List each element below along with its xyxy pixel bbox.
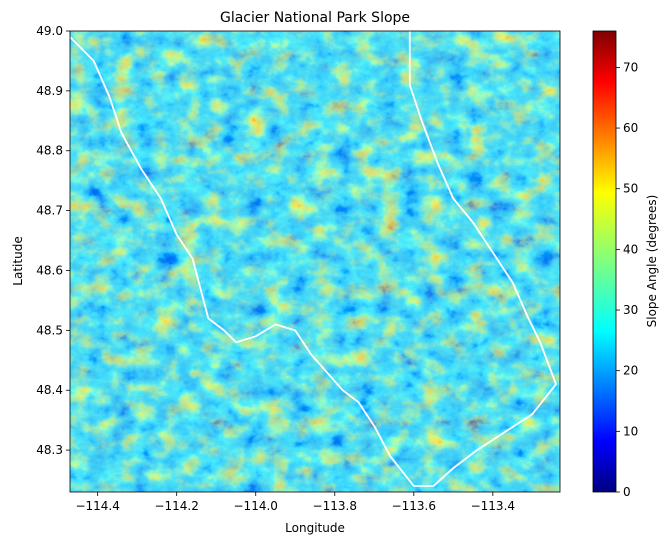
map-area bbox=[70, 31, 560, 492]
x-tick-label: −113.6 bbox=[392, 499, 436, 513]
colorbar-label: Slope Angle (degrees) bbox=[645, 195, 659, 328]
park-boundary bbox=[70, 31, 557, 487]
colorbar-ticks: 0 10 20 30 40 50 60 70 bbox=[616, 60, 638, 499]
slope-raster-texture bbox=[70, 31, 560, 492]
y-tick-label: 48.3 bbox=[36, 443, 63, 457]
x-axis: −114.4 −114.2 −114.0 −113.8 −113.6 −113.4 bbox=[75, 492, 515, 513]
colorbar-tick-label: 20 bbox=[623, 364, 638, 378]
y-axis-label: Latitude bbox=[11, 236, 25, 285]
chart-title: Glacier National Park Slope bbox=[220, 10, 410, 26]
y-axis: 48.3 48.4 48.5 48.6 48.7 48.8 48.9 49.0 bbox=[36, 24, 70, 457]
y-tick-label: 49.0 bbox=[36, 24, 63, 38]
colorbar-tick-label: 40 bbox=[623, 242, 638, 256]
colorbar-tick-label: 50 bbox=[623, 182, 638, 196]
y-tick-label: 48.9 bbox=[36, 84, 63, 98]
x-tick-label: −114.0 bbox=[234, 499, 278, 513]
y-tick-label: 48.5 bbox=[36, 323, 63, 337]
y-tick-label: 48.7 bbox=[36, 204, 63, 218]
x-tick-label: −113.4 bbox=[471, 499, 515, 513]
colorbar: 0 10 20 30 40 50 60 70 Slope Angle (degrees) bbox=[592, 30, 659, 499]
colorbar-gradient bbox=[593, 31, 616, 492]
x-axis-label: Longitude bbox=[285, 521, 345, 535]
x-tick-label: −114.2 bbox=[154, 499, 198, 513]
colorbar-tick-label: 60 bbox=[623, 121, 638, 135]
colorbar-frame bbox=[592, 30, 617, 493]
colorbar-tick-label: 70 bbox=[623, 60, 638, 74]
y-tick-label: 48.8 bbox=[36, 144, 63, 158]
colorbar-tick-label: 10 bbox=[623, 424, 638, 438]
colorbar-tick-label: 30 bbox=[623, 303, 638, 317]
plot-frame bbox=[69, 30, 561, 493]
colorbar-tick-label: 0 bbox=[623, 485, 631, 499]
x-tick-label: −113.8 bbox=[313, 499, 357, 513]
x-tick-label: −114.4 bbox=[75, 499, 119, 513]
y-tick-label: 48.4 bbox=[36, 383, 63, 397]
y-tick-label: 48.6 bbox=[36, 263, 63, 277]
